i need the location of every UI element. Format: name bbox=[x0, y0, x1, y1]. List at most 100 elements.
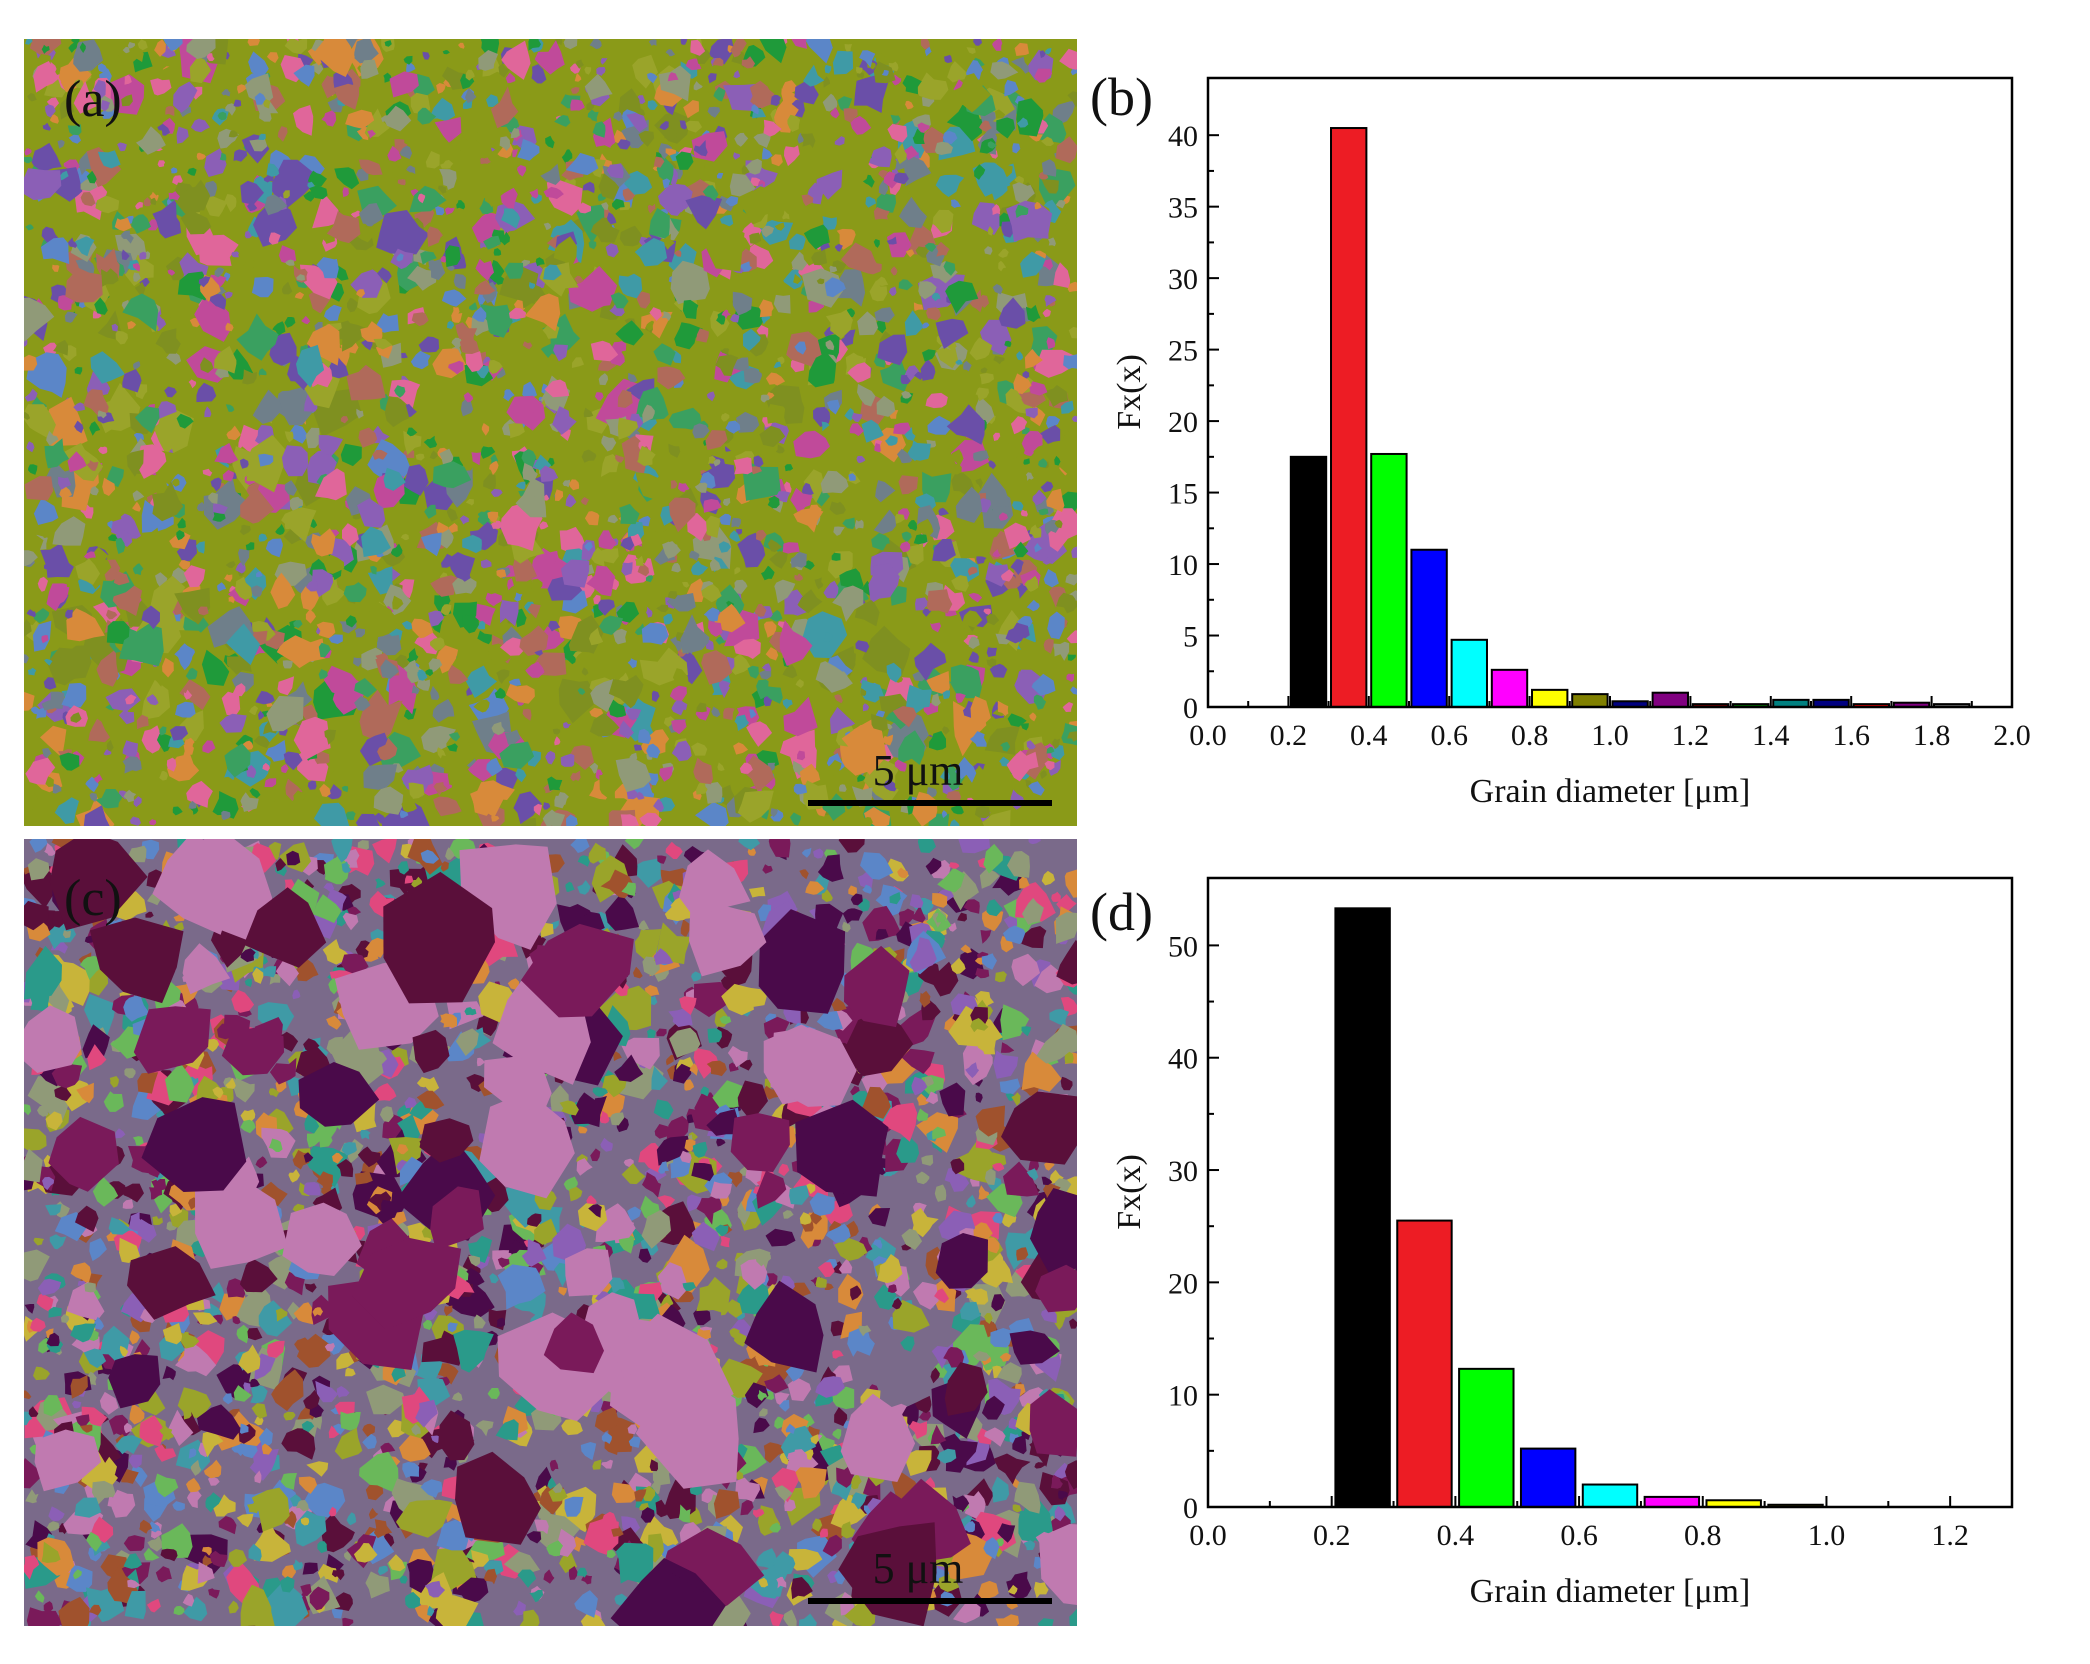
grain bbox=[930, 1424, 947, 1445]
grain bbox=[154, 39, 166, 57]
grain bbox=[639, 812, 662, 826]
grain bbox=[993, 1453, 1031, 1485]
grain bbox=[277, 126, 288, 142]
grain bbox=[963, 360, 972, 372]
grain bbox=[580, 1611, 606, 1626]
grain bbox=[725, 420, 741, 434]
grain bbox=[416, 1090, 445, 1110]
grain bbox=[401, 796, 418, 813]
grain bbox=[705, 430, 728, 451]
grain bbox=[387, 145, 402, 162]
grain bbox=[683, 100, 699, 119]
grain bbox=[93, 79, 106, 100]
grain bbox=[1055, 200, 1066, 209]
grain bbox=[619, 503, 640, 525]
grain bbox=[736, 186, 770, 225]
grain bbox=[715, 354, 739, 377]
grain bbox=[919, 990, 931, 1008]
grain bbox=[357, 498, 386, 528]
grain bbox=[1021, 897, 1044, 925]
grain bbox=[779, 1399, 790, 1412]
grain bbox=[713, 1489, 740, 1519]
grain bbox=[247, 201, 258, 212]
grain bbox=[89, 1238, 107, 1262]
grain bbox=[465, 351, 484, 372]
grain bbox=[1069, 1318, 1077, 1329]
grain bbox=[552, 728, 561, 735]
grain bbox=[581, 1575, 592, 1585]
grain bbox=[399, 810, 409, 818]
grain bbox=[584, 73, 613, 101]
grain bbox=[759, 39, 787, 64]
grain bbox=[262, 762, 270, 772]
grain bbox=[134, 432, 145, 444]
grain bbox=[955, 757, 977, 783]
grain bbox=[59, 97, 75, 120]
grain bbox=[281, 507, 317, 543]
grain bbox=[111, 1489, 136, 1518]
grain bbox=[670, 480, 678, 489]
grain bbox=[189, 56, 212, 84]
grain bbox=[59, 752, 80, 771]
grain bbox=[1007, 1584, 1018, 1595]
grain bbox=[911, 1207, 939, 1238]
grain bbox=[514, 592, 523, 602]
grain bbox=[886, 662, 902, 683]
grain bbox=[969, 731, 987, 747]
grain bbox=[205, 1038, 220, 1052]
grain bbox=[342, 912, 359, 931]
grain bbox=[1040, 481, 1054, 493]
grain bbox=[499, 231, 510, 246]
grain bbox=[208, 1588, 220, 1599]
grain bbox=[266, 163, 280, 177]
grain bbox=[944, 1167, 970, 1192]
grain bbox=[985, 562, 1010, 587]
grain bbox=[561, 1418, 583, 1436]
grain bbox=[435, 1595, 479, 1626]
grain bbox=[669, 685, 687, 701]
grain bbox=[631, 649, 640, 660]
grain bbox=[842, 908, 864, 924]
grain bbox=[1048, 237, 1056, 247]
grain bbox=[684, 1079, 695, 1091]
grain bbox=[949, 862, 960, 869]
grain bbox=[443, 1305, 453, 1317]
grain bbox=[1056, 592, 1077, 614]
grain bbox=[1036, 425, 1061, 444]
grain bbox=[284, 480, 298, 496]
grain bbox=[442, 1013, 457, 1028]
grain bbox=[822, 1534, 842, 1557]
grain bbox=[999, 756, 1010, 767]
grain bbox=[271, 1369, 304, 1412]
grain bbox=[1020, 251, 1046, 278]
grain bbox=[832, 585, 864, 622]
grain bbox=[773, 294, 791, 314]
grain bbox=[248, 1543, 262, 1562]
grain bbox=[347, 297, 358, 313]
grain bbox=[453, 306, 460, 315]
grain bbox=[60, 170, 69, 181]
grain bbox=[206, 53, 215, 61]
grain bbox=[620, 536, 636, 551]
grain bbox=[1054, 519, 1063, 529]
grain bbox=[979, 1260, 1013, 1288]
grain bbox=[53, 339, 69, 356]
grain bbox=[474, 780, 515, 818]
grain bbox=[303, 191, 315, 202]
grain bbox=[610, 1112, 625, 1126]
grain bbox=[307, 780, 317, 790]
grain bbox=[266, 695, 304, 732]
grain bbox=[496, 569, 507, 578]
grain bbox=[495, 276, 505, 285]
grain bbox=[324, 1342, 335, 1352]
grain bbox=[65, 609, 73, 619]
grain bbox=[642, 1172, 662, 1198]
grain bbox=[984, 1313, 993, 1324]
grain bbox=[720, 976, 737, 991]
grain bbox=[275, 524, 285, 535]
grain bbox=[499, 136, 511, 151]
grain bbox=[160, 1548, 178, 1562]
grain bbox=[497, 1264, 546, 1310]
grain bbox=[679, 120, 688, 130]
grain bbox=[565, 493, 577, 508]
